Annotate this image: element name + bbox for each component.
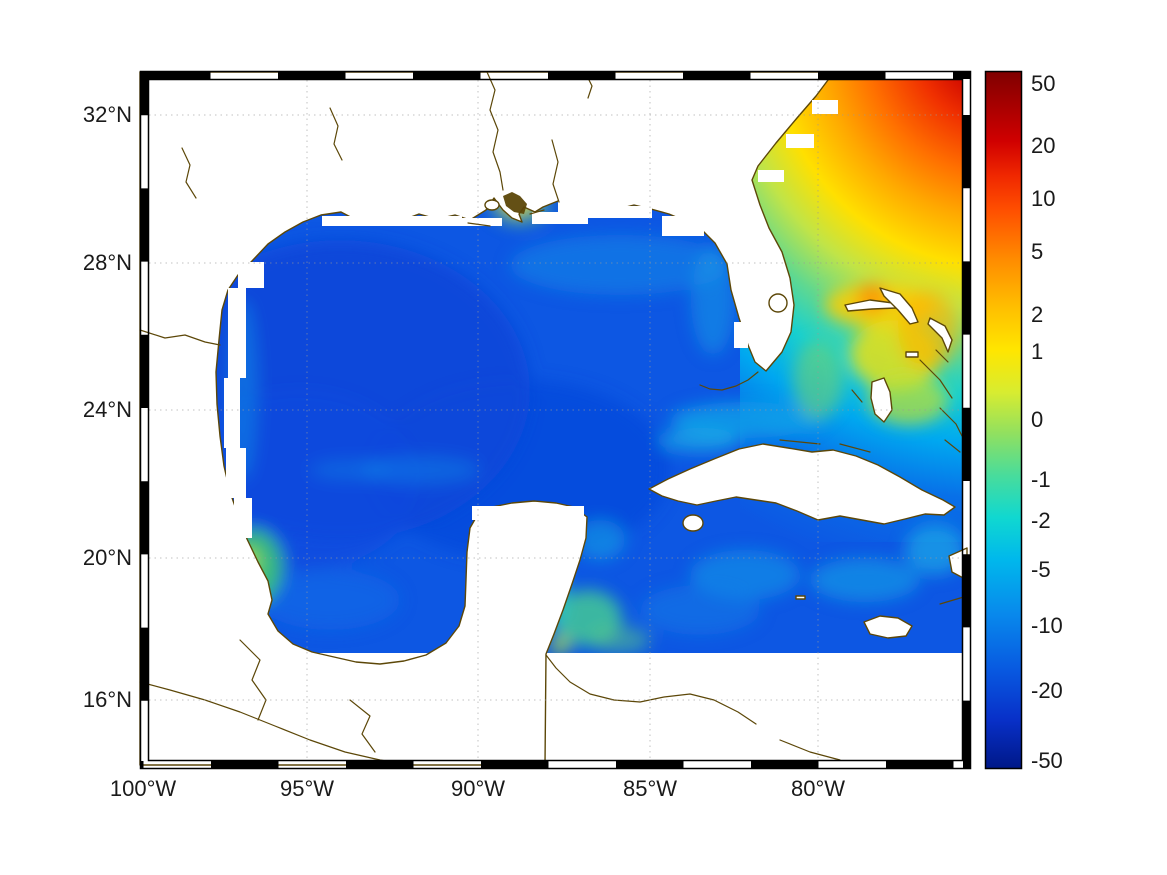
y-tick-label: 24°N: [82, 397, 132, 422]
cuba-north-cays: [779, 439, 871, 453]
abaco: [879, 287, 919, 325]
colorbar-tick-label: 10: [1031, 186, 1056, 211]
mississippi-river: [486, 71, 504, 191]
rivers-and-minor-coasts: [139, 71, 968, 766]
mississippi-delta: [503, 192, 527, 214]
texas-river-2: [329, 107, 343, 161]
mexico-river-1: [239, 639, 267, 721]
colorbar-tick-label: -20: [1031, 678, 1063, 703]
honduras-coast: [545, 654, 757, 725]
alabama-river: [551, 139, 560, 203]
cuba-coast: [648, 443, 956, 525]
x-tick-label: 90°W: [450, 776, 506, 801]
new-providence: [905, 351, 919, 358]
y-tick-label: 16°N: [82, 687, 132, 712]
colorbar-tick-label: 0: [1031, 407, 1044, 432]
eleuthera: [927, 317, 953, 353]
graticule: [149, 80, 962, 760]
mexico-river-2: [349, 699, 376, 753]
colorbar-tick-label: -2: [1031, 508, 1051, 533]
berry-islands: [851, 389, 863, 403]
colorbar-tick-label: 20: [1031, 133, 1056, 158]
nicaragua-coast: [779, 739, 841, 761]
colorbar-tick-label: -5: [1031, 557, 1051, 582]
isla-juventud: [682, 514, 704, 532]
barrier-islands: [467, 209, 545, 227]
colorbar-tick-label: -50: [1031, 748, 1063, 773]
colorbar-tick-label: 1: [1031, 339, 1044, 364]
no-data-strips: [224, 100, 838, 538]
y-tick-label: 32°N: [82, 102, 132, 127]
andros: [870, 377, 893, 423]
y-tick-label: 28°N: [82, 250, 132, 275]
pacific-coast-mexico: [139, 681, 411, 766]
colorbar: [984, 70, 1023, 770]
jamaica-coast: [863, 615, 913, 639]
colorbar-tick-label: 50: [1031, 71, 1056, 96]
florida-keys: [699, 371, 759, 391]
long-island-bahamas: [939, 407, 963, 437]
exuma-chain: [919, 359, 953, 399]
cat-island: [935, 349, 949, 363]
cayman: [795, 595, 806, 600]
colorbar-tick-label: 2: [1031, 302, 1044, 327]
lake-okeechobee: [768, 293, 788, 313]
colorbar-tick-label: 5: [1031, 239, 1044, 264]
x-tick-label: 85°W: [622, 776, 678, 801]
y-tick-label: 20°N: [82, 545, 132, 570]
texas-river-1: [181, 147, 197, 199]
x-tick-label: 80°W: [790, 776, 846, 801]
rio-grande: [139, 329, 221, 346]
lake-pontchartrain: [484, 199, 500, 211]
colorbar-tick-label: -1: [1031, 467, 1051, 492]
landmasses: [139, 71, 968, 766]
colorbar-tick-label: -10: [1031, 613, 1063, 638]
map-frame: [139, 70, 972, 770]
x-tick-label: 100°W: [109, 776, 177, 801]
x-tick-label: 95°W: [279, 776, 335, 801]
